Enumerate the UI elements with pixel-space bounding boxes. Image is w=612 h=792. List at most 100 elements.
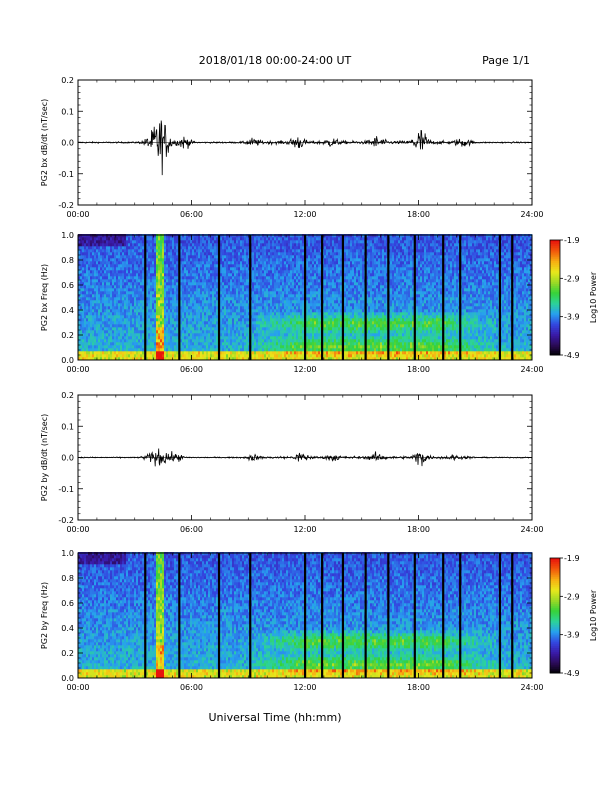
y-tick-label: -0.1: [58, 485, 74, 494]
x-tick-label: 18:00: [407, 210, 430, 219]
data-gap-line: [341, 553, 345, 678]
x-tick-label: 24:00: [520, 525, 543, 534]
data-gap-line: [304, 553, 307, 678]
y-tick-label: 0.6: [61, 281, 74, 290]
data-gap-line: [459, 235, 462, 360]
colorbar: -1.9 -2.9 -3.9 -4.9 Log10 Power: [549, 236, 598, 360]
x-tick-label: 12:00: [293, 683, 316, 692]
y-tick-label: -0.1: [58, 170, 74, 179]
y-tick-label: 0.8: [61, 256, 74, 265]
data-gap-line: [459, 553, 462, 678]
y-tick-label: 0.1: [61, 107, 74, 116]
colorbar-label: Log10 Power: [589, 589, 598, 641]
panel-1: 00:00 06:00 12:00 18:00 24:00 -0.2 -0.1 0.0 0.1 0…: [40, 76, 544, 219]
data-gap-line: [498, 235, 502, 360]
colorbar-tick-label: -1.9: [564, 554, 580, 563]
data-gap-line: [413, 553, 416, 678]
panel-4: -1.9 -2.9 -3.9 -4.9 Log10 Power 00:00 06:00 12:…: [40, 549, 598, 692]
data-gap-line: [321, 235, 324, 360]
x-tick-label: 12:00: [293, 210, 316, 219]
colorbar-tick-label: -2.9: [564, 592, 580, 601]
data-gap-line: [217, 553, 221, 678]
x-axis-title: Universal Time (hh:mm): [209, 711, 342, 724]
data-gap-line: [304, 235, 307, 360]
y-tick-label: 0.8: [61, 574, 74, 583]
x-tick-label: 18:00: [407, 365, 430, 374]
panel-2: -1.9 -2.9 -3.9 -4.9 Log10 Power 00:00 06:00 12:…: [40, 231, 598, 374]
x-tick-label: 24:00: [520, 683, 543, 692]
colorbar-frame: [549, 239, 561, 356]
data-gap-line: [217, 235, 221, 360]
colorbar: -1.9 -2.9 -3.9 -4.9 Log10 Power: [549, 554, 598, 678]
y-axis-label: PG2 bx dB/dt (nT/sec): [40, 99, 49, 186]
y-tick-label: 0.4: [61, 306, 74, 315]
x-tick-label: 06:00: [180, 525, 203, 534]
data-gap-line: [341, 235, 345, 360]
x-tick-label: 18:00: [407, 683, 430, 692]
data-gap-line: [144, 235, 147, 360]
data-gap-line: [249, 553, 252, 678]
data-gap-line: [144, 553, 147, 678]
y-tick-label: 0.1: [61, 422, 74, 431]
colorbar-tick-label: -3.9: [564, 313, 580, 322]
data-gap-line: [498, 553, 502, 678]
data-gap-line: [442, 553, 445, 678]
y-tick-label: -0.2: [58, 201, 74, 210]
x-tick-label: 12:00: [293, 525, 316, 534]
page-indicator: Page 1/1: [482, 54, 530, 67]
data-gap-line: [413, 235, 416, 360]
series-trace: [77, 120, 533, 176]
y-axis-label: PG2 by Freq (Hz): [40, 582, 49, 649]
colorbar-tick-label: -3.9: [564, 631, 580, 640]
y-tick-label: 0.2: [61, 391, 74, 400]
colorbar-frame: [549, 557, 561, 674]
data-gap-line: [249, 235, 252, 360]
y-tick-label: 0.0: [61, 454, 74, 463]
y-tick-label: -0.2: [58, 516, 74, 525]
data-gap-line: [511, 235, 514, 360]
x-tick-label: 00:00: [66, 365, 89, 374]
x-tick-label: 24:00: [520, 210, 543, 219]
series-trace: [77, 448, 532, 467]
data-gap-line: [178, 553, 181, 678]
x-tick-label: 06:00: [180, 365, 203, 374]
colorbar-tick-label: -1.9: [564, 236, 580, 245]
data-gap-line: [364, 553, 367, 678]
data-gap-line: [387, 235, 390, 360]
y-tick-label: 0.2: [61, 331, 74, 340]
y-tick-label: 1.0: [61, 231, 74, 240]
y-tick-label: 0.0: [61, 139, 74, 148]
colorbar-tick-label: -4.9: [564, 351, 580, 360]
data-gap-line: [387, 553, 390, 678]
spectrogram-cells: [78, 234, 533, 361]
x-tick-label: 00:00: [66, 525, 89, 534]
y-tick-label: 0.2: [61, 649, 74, 658]
y-axis-label: PG2 bx Freq (Hz): [40, 264, 49, 331]
y-axis-label: PG2 by dB/dt (nT/sec): [40, 414, 49, 501]
x-tick-label: 00:00: [66, 683, 89, 692]
colorbar-label: Log10 Power: [589, 271, 598, 323]
data-gap-line: [511, 553, 514, 678]
panel-3: 00:00 06:00 12:00 18:00 24:00 -0.2 -0.1 0.0 0.1 0…: [40, 391, 544, 534]
y-tick-label: 0.0: [61, 356, 74, 365]
y-tick-label: 0.0: [61, 674, 74, 683]
data-gap-line: [321, 553, 324, 678]
y-tick-label: 0.6: [61, 599, 74, 608]
x-tick-label: 00:00: [66, 210, 89, 219]
y-tick-label: 0.4: [61, 624, 74, 633]
data-gap-line: [178, 235, 181, 360]
data-gap-line: [442, 235, 445, 360]
data-gap-line: [364, 235, 367, 360]
x-tick-label: 24:00: [520, 365, 543, 374]
colorbar-tick-label: -2.9: [564, 274, 580, 283]
x-tick-label: 18:00: [407, 525, 430, 534]
figure-title: 2018/01/18 00:00-24:00 UT: [199, 54, 352, 67]
chart-panels: 00:00 06:00 12:00 18:00 24:00 -0.2 -0.1 0.0 0.1 0…: [40, 76, 598, 692]
y-tick-label: 1.0: [61, 549, 74, 558]
x-tick-label: 06:00: [180, 210, 203, 219]
y-tick-label: 0.2: [61, 76, 74, 85]
colorbar-tick-label: -4.9: [564, 669, 580, 678]
x-tick-label: 12:00: [293, 365, 316, 374]
x-tick-label: 06:00: [180, 683, 203, 692]
